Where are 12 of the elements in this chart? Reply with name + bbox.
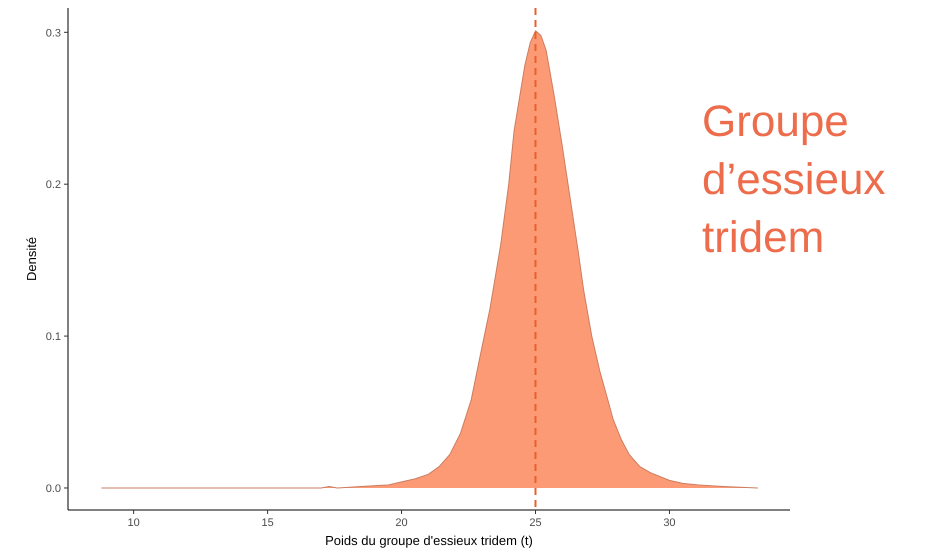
y-tick-label: 0.2 bbox=[46, 179, 61, 192]
y-tick-label: 0.3 bbox=[46, 27, 61, 40]
y-tick-label: 0.0 bbox=[46, 482, 61, 495]
x-axis-title: Poids du groupe d'essieux tridem (t) bbox=[325, 533, 533, 548]
y-tick-label: 0.1 bbox=[46, 331, 61, 344]
x-tick-label: 30 bbox=[663, 517, 676, 529]
x-tick-label: 20 bbox=[395, 517, 408, 529]
x-tick-label: 25 bbox=[529, 517, 542, 529]
y-axis-title: Densité bbox=[24, 236, 39, 282]
x-tick-label: 15 bbox=[261, 517, 274, 529]
annotation: Groupe d’essieux tridem bbox=[702, 97, 886, 262]
x-tick-label: 10 bbox=[128, 517, 140, 529]
